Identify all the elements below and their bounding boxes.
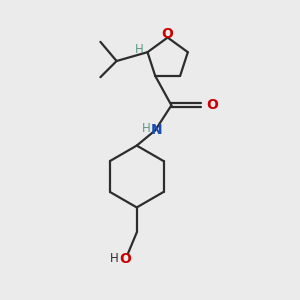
Text: O: O bbox=[162, 27, 174, 41]
Text: H: H bbox=[135, 43, 144, 56]
Text: H: H bbox=[141, 122, 150, 135]
Text: H: H bbox=[110, 252, 118, 266]
Text: N: N bbox=[151, 123, 163, 137]
Text: O: O bbox=[120, 252, 131, 266]
Text: O: O bbox=[207, 98, 219, 112]
